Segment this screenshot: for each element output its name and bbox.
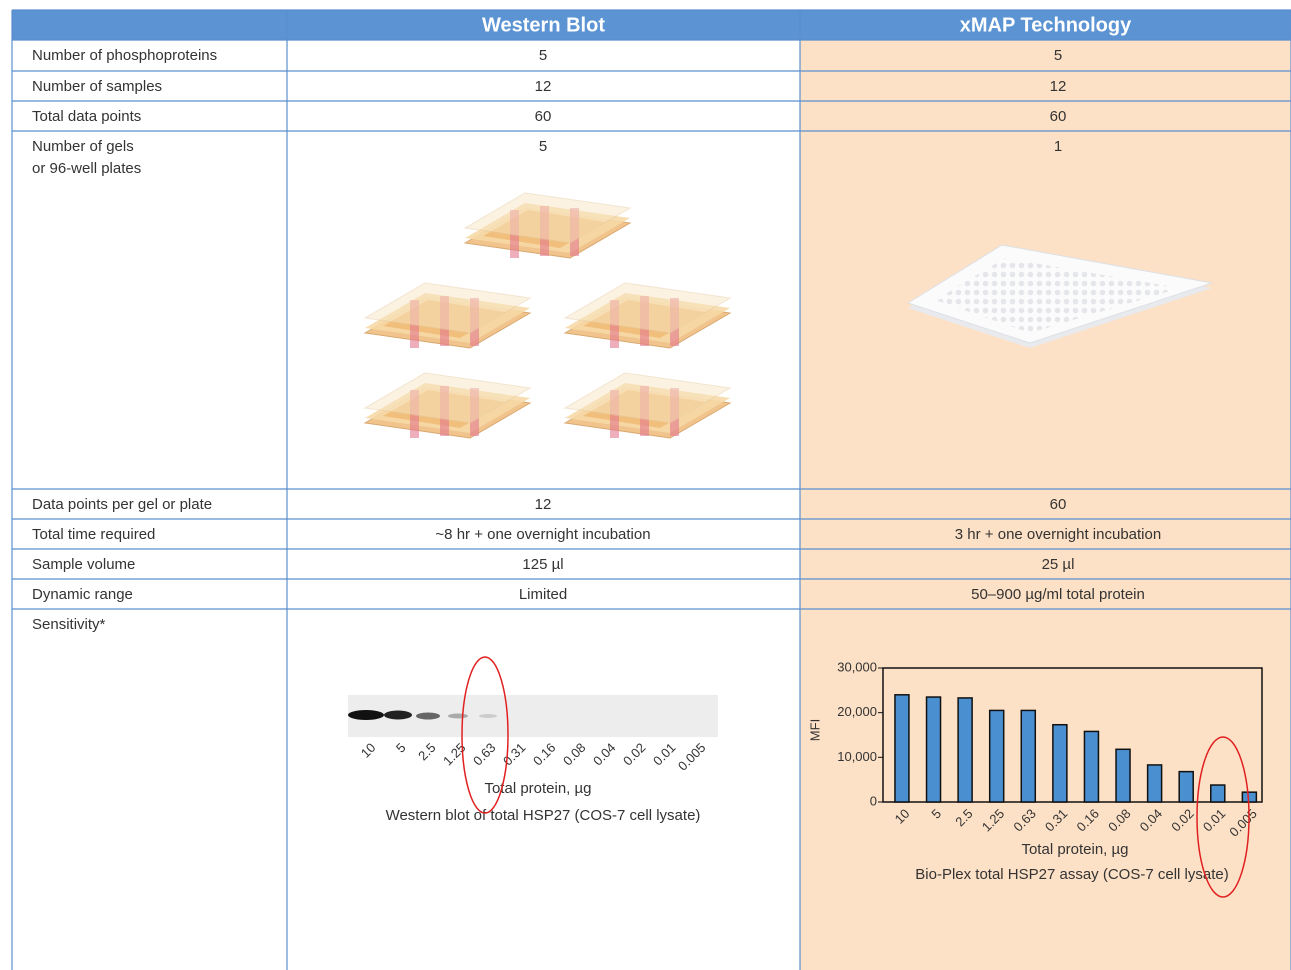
row-label: Number of gels [32,138,134,155]
cell: 60 [1050,496,1067,513]
table: Western Blot xMAP Technology Number of pho… [11,9,1291,970]
row-label: Sample volume [32,556,135,573]
highlight [1196,736,1250,898]
lane-label: 0.005 [675,740,709,774]
cell: 50–900 µg/ml total protein [971,586,1145,603]
bar [925,696,942,803]
bar [1210,784,1226,803]
y-axis-label: MFI [807,719,822,741]
bar [988,709,1005,803]
row-label: Number of samples [32,78,162,95]
row-label: Dynamic range [32,586,133,603]
row-label: or 96-well plates [32,160,141,177]
cell: 125 µl [522,556,563,573]
blot-x-label: Total protein, µg [484,780,591,797]
column-header: xMAP Technology [960,14,1132,36]
lane-label: 0.08 [560,740,589,769]
cell: 60 [1050,108,1067,125]
row-label: Number of phosphoproteins [32,47,217,64]
cell: 60 [535,108,552,125]
cell: Limited [519,586,567,603]
lane-label: 10 [358,740,379,761]
bar [894,694,910,803]
lane-label: 0.01 [650,740,679,769]
y-tick-label: 0 [870,793,877,808]
bar [1178,770,1194,803]
highlight [461,656,509,814]
column-header: Western Blot [482,14,605,36]
row-label: Total data points [32,108,141,125]
cell: 5 [539,47,547,64]
cell: 12 [1050,78,1067,95]
cell: 5 [1054,47,1062,64]
plot-frame [882,667,1263,803]
cell: 12 [535,78,552,95]
blot-image [348,695,718,737]
bar [1052,723,1068,803]
cell: 3 hr + one overnight incubation [955,526,1161,543]
lane-label: 0.63 [470,740,499,769]
lane-label: 2.5 [415,740,438,763]
row-label: Total time required [32,526,155,543]
y-tick-label: 10,000 [837,749,877,764]
row-label: Sensitivity* [32,616,106,633]
cell: 5 [539,138,547,155]
x-axis-label: Total protein, µg [1021,841,1128,858]
bar [1241,791,1258,803]
lane-label: 0.02 [620,740,649,769]
bar [1146,764,1163,803]
lane-label: 0.31 [500,740,529,769]
xmap-column-bg [800,40,1291,970]
cell: 1 [1054,138,1062,155]
lane-label: 0.04 [590,740,619,769]
bar [1083,730,1100,803]
cell: 12 [535,496,552,513]
blot-caption: Western blot of total HSP27 (COS-7 cell … [386,807,701,824]
lane-label: 5 [393,740,409,756]
y-tick-label: 20,000 [837,704,877,719]
bar [957,697,973,803]
y-tick-label: 30,000 [837,659,877,674]
chart-caption: Bio-Plex total HSP27 assay (COS-7 cell l… [915,866,1228,883]
bar [1020,709,1037,803]
row-label: Data points per gel or plate [32,496,212,513]
cell: ~8 hr + one overnight incubation [435,526,650,543]
cell: 25 µl [1042,556,1075,573]
header-bg [12,10,1291,40]
bar [1115,748,1131,803]
plate-illustration [906,244,1213,348]
gel-illustration [364,192,731,439]
blot-lanes: 10 5 2.5 1.25 0.63 0.31 0.16 0.08 0.04 0.02 0.010.… [358,740,709,774]
lane-label: 0.16 [530,740,559,769]
